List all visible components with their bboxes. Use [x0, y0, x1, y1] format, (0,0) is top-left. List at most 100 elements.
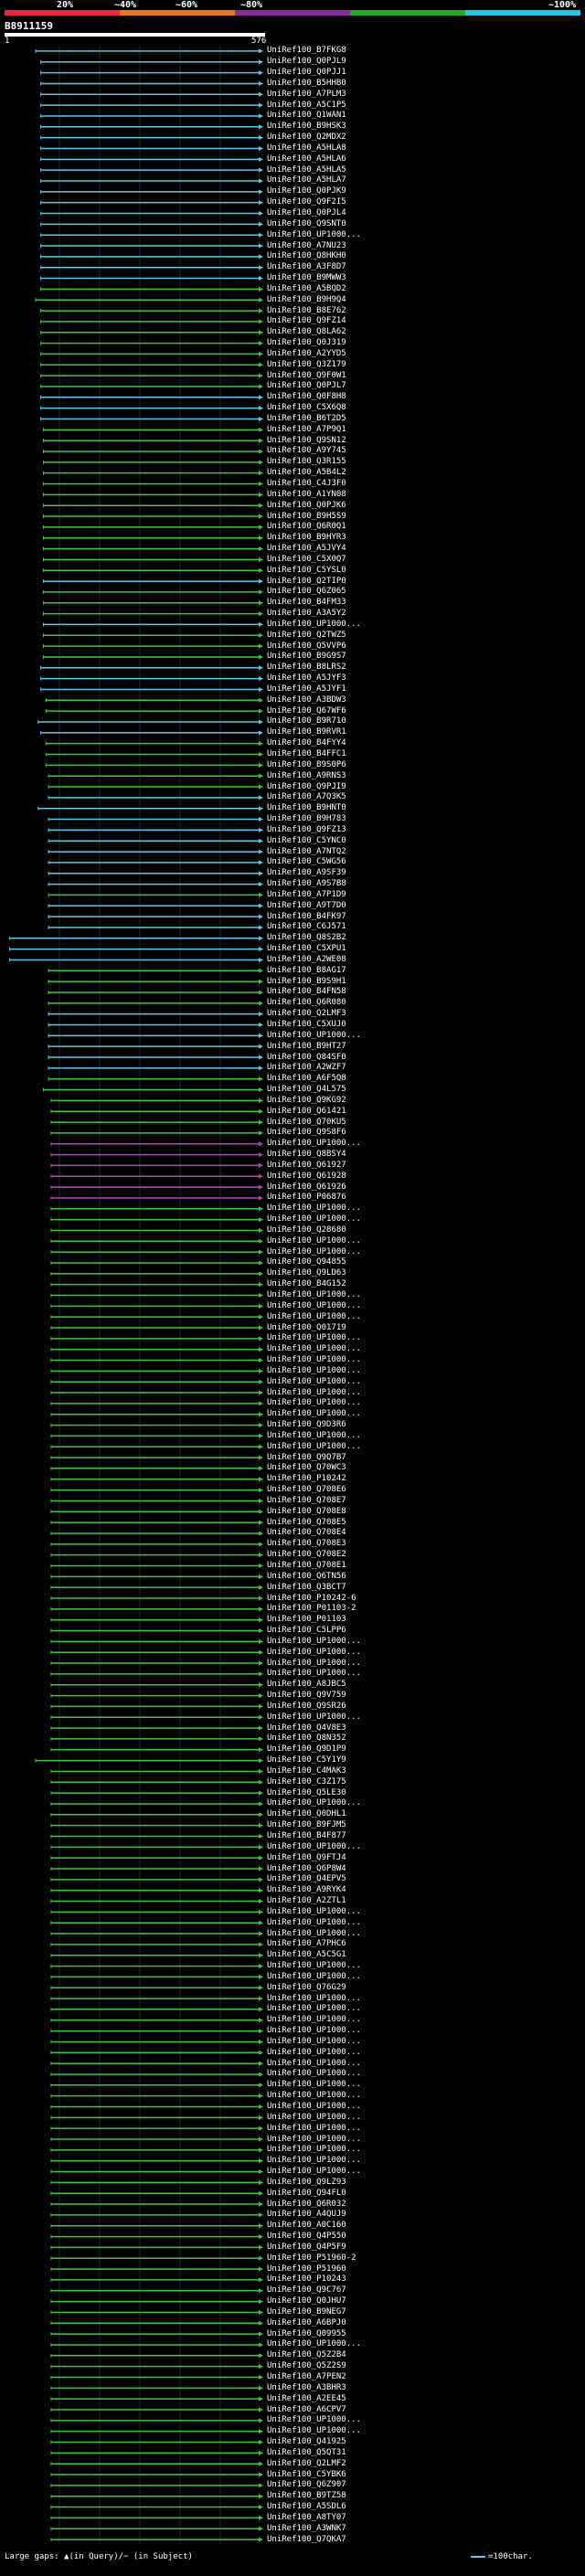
- hit-label[interactable]: UniRef100_Q9SNT0: [267, 218, 346, 228]
- hit-label[interactable]: UniRef100_A7NTQ2: [267, 846, 346, 856]
- hit-label[interactable]: UniRef100_B7FKG8: [267, 46, 346, 56]
- hit-label[interactable]: UniRef100_Q0PJL4: [267, 208, 346, 218]
- hit-label[interactable]: UniRef100_Q2LMF2: [267, 2458, 346, 2468]
- hit-label[interactable]: UniRef100_B9HYR3: [267, 533, 346, 543]
- hit-label[interactable]: UniRef100_Q84SF0: [267, 1052, 346, 1062]
- hit-label[interactable]: UniRef100_Q94FL0: [267, 2188, 346, 2198]
- hit-label[interactable]: UniRef100_A7PEN2: [267, 2371, 346, 2381]
- hit-label[interactable]: UniRef100_C5Y1Y9: [267, 1755, 346, 1765]
- hit-label[interactable]: UniRef100_UP1000...: [267, 1636, 361, 1646]
- hit-label[interactable]: UniRef100_UP1000...: [267, 1203, 361, 1214]
- hit-label[interactable]: UniRef100_UP1000...: [267, 2156, 361, 2166]
- hit-label[interactable]: UniRef100_Q9D1P9: [267, 1744, 346, 1754]
- hit-label[interactable]: UniRef100_B9H9Q4: [267, 294, 346, 304]
- hit-label[interactable]: UniRef100_UP1000...: [267, 2080, 361, 2090]
- hit-label[interactable]: UniRef100_B4FN58: [267, 987, 346, 997]
- hit-label[interactable]: UniRef100_Q70KU5: [267, 1117, 346, 1127]
- hit-label[interactable]: UniRef100_B4FFC1: [267, 749, 346, 758]
- hit-label[interactable]: UniRef100_Q61926: [267, 1182, 346, 1192]
- hit-label[interactable]: UniRef100_B9RVR1: [267, 727, 346, 737]
- hit-label[interactable]: UniRef100_Q9C767: [267, 2285, 346, 2295]
- hit-label[interactable]: UniRef100_UP1000...: [267, 2047, 361, 2057]
- hit-label[interactable]: UniRef100_A7PLM3: [267, 89, 346, 99]
- hit-label[interactable]: UniRef100_C5YBK6: [267, 2469, 346, 2479]
- hit-label[interactable]: UniRef100_UP1000...: [267, 1300, 361, 1310]
- hit-label[interactable]: UniRef100_Q0JHU7: [267, 2296, 346, 2306]
- hit-label[interactable]: UniRef100_Q4L575: [267, 1085, 346, 1095]
- hit-label[interactable]: UniRef100_A0C160: [267, 2221, 346, 2231]
- hit-label[interactable]: UniRef100_UP1000...: [267, 2091, 361, 2101]
- hit-label[interactable]: UniRef100_Q0PJL7: [267, 381, 346, 391]
- hit-label[interactable]: UniRef100_B8E762: [267, 305, 346, 315]
- hit-label[interactable]: UniRef100_B4F877: [267, 1830, 346, 1840]
- hit-label[interactable]: UniRef100_B4FM33: [267, 598, 346, 608]
- hit-label[interactable]: UniRef100_A8TY07: [267, 2512, 346, 2522]
- hit-label[interactable]: UniRef100_Q9PJI9: [267, 781, 346, 791]
- hit-label[interactable]: UniRef100_A9RNS3: [267, 770, 346, 780]
- hit-label[interactable]: UniRef100_UP1000...: [267, 1398, 361, 1408]
- hit-label[interactable]: UniRef100_UP1000...: [267, 2415, 361, 2425]
- hit-label[interactable]: UniRef100_Q70WC3: [267, 1463, 346, 1473]
- hit-label[interactable]: UniRef100_C5XUJ0: [267, 1020, 346, 1029]
- hit-label[interactable]: UniRef100_A5JVY4: [267, 544, 346, 554]
- hit-label[interactable]: UniRef100_B4G152: [267, 1279, 346, 1289]
- hit-label[interactable]: UniRef100_Q0DHL1: [267, 1809, 346, 1819]
- hit-label[interactable]: UniRef100_UP1000...: [267, 1333, 361, 1343]
- hit-label[interactable]: UniRef100_A2WZF7: [267, 1063, 346, 1073]
- hit-label[interactable]: UniRef100_Q6TN56: [267, 1571, 346, 1581]
- hit-label[interactable]: UniRef100_Q5Z2S9: [267, 2361, 346, 2371]
- hit-label[interactable]: UniRef100_B9R710: [267, 716, 346, 726]
- hit-label[interactable]: UniRef100_Q5LE30: [267, 1787, 346, 1797]
- hit-label[interactable]: UniRef100_UP1000...: [267, 1214, 361, 1224]
- hit-label[interactable]: UniRef100_UP1000...: [267, 1712, 361, 1722]
- hit-label[interactable]: UniRef100_A7Q3K5: [267, 792, 346, 802]
- hit-label[interactable]: UniRef100_P10242: [267, 1474, 346, 1484]
- hit-label[interactable]: UniRef100_Q9SN12: [267, 435, 346, 445]
- hit-label[interactable]: UniRef100_A7P1D9: [267, 889, 346, 899]
- hit-label[interactable]: UniRef100_B9S0P6: [267, 759, 346, 769]
- hit-label[interactable]: UniRef100_A5HLA6: [267, 154, 346, 164]
- hit-label[interactable]: UniRef100_Q2MDX2: [267, 133, 346, 143]
- hit-label[interactable]: UniRef100_Q8HKH0: [267, 251, 346, 261]
- hit-label[interactable]: UniRef100_B9NEG7: [267, 2306, 346, 2316]
- hit-label[interactable]: UniRef100_Q9F2I5: [267, 197, 346, 207]
- hit-label[interactable]: UniRef100_Q708E4: [267, 1528, 346, 1538]
- hit-label[interactable]: UniRef100_B9H783: [267, 814, 346, 824]
- hit-label[interactable]: UniRef100_A9Y745: [267, 446, 346, 456]
- hit-label[interactable]: UniRef100_UP1000...: [267, 2026, 361, 2036]
- hit-label[interactable]: UniRef100_P10243: [267, 2274, 346, 2284]
- hit-label[interactable]: UniRef100_Q5Z2B4: [267, 2350, 346, 2360]
- hit-label[interactable]: UniRef100_C5WG56: [267, 857, 346, 867]
- hit-label[interactable]: UniRef100_Q3Z179: [267, 359, 346, 369]
- hit-label[interactable]: UniRef100_A5JYF1: [267, 684, 346, 694]
- hit-label[interactable]: UniRef100_Q9KG92: [267, 1095, 346, 1105]
- hit-label[interactable]: UniRef100_UP1000...: [267, 1917, 361, 1927]
- hit-label[interactable]: UniRef100_UP1000...: [267, 1647, 361, 1657]
- hit-label[interactable]: UniRef100_Q8S2B2: [267, 933, 346, 943]
- hit-label[interactable]: UniRef100_Q9LZ93: [267, 2177, 346, 2187]
- hit-label[interactable]: UniRef100_Q9FZ14: [267, 316, 346, 326]
- hit-label[interactable]: UniRef100_B5HHB0: [267, 78, 346, 88]
- hit-label[interactable]: UniRef100_Q61421: [267, 1106, 346, 1116]
- hit-label[interactable]: UniRef100_P01103-2: [267, 1604, 356, 1614]
- hit-label[interactable]: UniRef100_A9T7D0: [267, 900, 346, 910]
- hit-label[interactable]: UniRef100_A5B4L2: [267, 468, 346, 478]
- hit-label[interactable]: UniRef100_A9SF39: [267, 868, 346, 878]
- hit-label[interactable]: UniRef100_UP1000...: [267, 2015, 361, 2025]
- hit-label[interactable]: UniRef100_Q01719: [267, 1322, 346, 1332]
- hit-label[interactable]: UniRef100_A3BHR3: [267, 2382, 346, 2392]
- hit-label[interactable]: UniRef100_A5C5G1: [267, 1950, 346, 1960]
- hit-label[interactable]: UniRef100_UP1000...: [267, 1311, 361, 1321]
- hit-label[interactable]: UniRef100_A5HLA8: [267, 143, 346, 153]
- hit-label[interactable]: UniRef100_Q0PJK6: [267, 500, 346, 510]
- hit-label[interactable]: UniRef100_Q6Z065: [267, 587, 346, 597]
- hit-label[interactable]: UniRef100_A4QUJ9: [267, 2210, 346, 2220]
- hit-label[interactable]: UniRef100_Q6R0Q1: [267, 522, 346, 532]
- hit-label[interactable]: UniRef100_C5X6Q8: [267, 403, 346, 413]
- hit-label[interactable]: UniRef100_B9HSK3: [267, 122, 346, 132]
- hit-label[interactable]: UniRef100_P51960: [267, 2263, 346, 2274]
- hit-label[interactable]: UniRef100_UP1000...: [267, 1365, 361, 1375]
- hit-label[interactable]: UniRef100_A5JYF3: [267, 673, 346, 684]
- hit-label[interactable]: UniRef100_A7NU23: [267, 240, 346, 250]
- hit-label[interactable]: UniRef100_Q9FZ13: [267, 824, 346, 834]
